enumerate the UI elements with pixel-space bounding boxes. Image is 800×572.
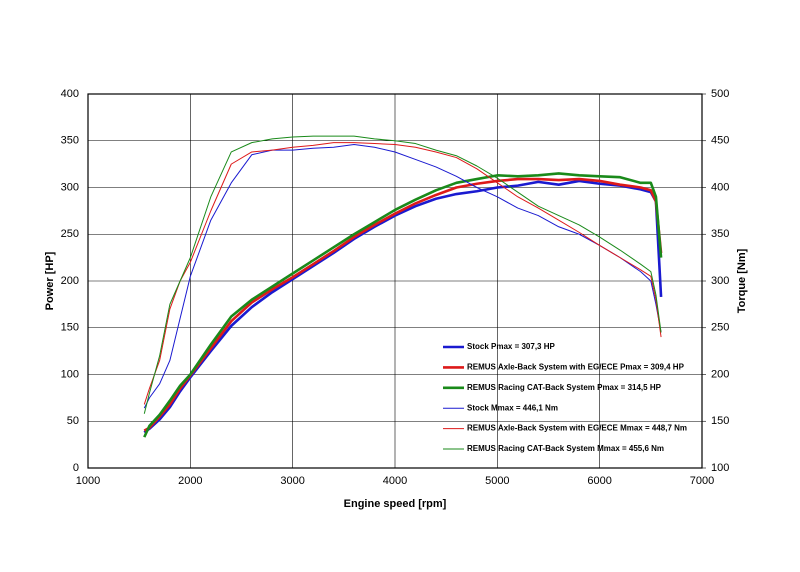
y2-tick-label: 300: [711, 275, 729, 287]
y-tick-label: 350: [61, 135, 79, 147]
x-axis-label: Engine speed [rpm]: [344, 498, 447, 510]
x-tick-label: 4000: [383, 475, 407, 487]
y2-tick-label: 200: [711, 368, 729, 380]
y2-tick-label: 350: [711, 228, 729, 240]
y2-tick-label: 500: [711, 88, 729, 100]
y2-tick-label: 100: [711, 462, 729, 474]
legend-label: REMUS Axle-Back System with EG/ECE Pmax …: [467, 363, 685, 372]
y-tick-label: 300: [61, 181, 79, 193]
y-tick-label: 50: [67, 415, 79, 427]
series-line: [143, 177, 663, 432]
legend-label: REMUS Racing CAT-Back System Pmax = 314,…: [467, 383, 662, 392]
x-tick-label: 7000: [690, 475, 714, 487]
y-tick-label: 250: [61, 228, 79, 240]
y2-tick-label: 450: [711, 135, 729, 147]
y-tick-label: 200: [61, 275, 79, 287]
series-line: [143, 179, 663, 434]
y2-tick-label: 400: [711, 181, 729, 193]
legend-label: Stock Mmax = 446,1 Nm: [467, 403, 558, 412]
x-tick-label: 1000: [76, 475, 100, 487]
x-tick-label: 5000: [485, 475, 509, 487]
legend-label: REMUS Axle-Back System with EG/ECE Mmax …: [467, 424, 687, 433]
y-tick-label: 400: [61, 88, 79, 100]
y2-tick-label: 250: [711, 322, 729, 334]
y2-axis-label: Torque [Nm]: [736, 248, 748, 313]
plot-frame: [87, 93, 703, 469]
y-tick-label: 0: [73, 462, 79, 474]
x-tick-label: 3000: [280, 475, 304, 487]
legend-label: Stock Pmax = 307,3 HP: [467, 342, 555, 351]
y-axis-label: Power [HP]: [44, 251, 56, 310]
series-line: [143, 135, 662, 414]
y2-tick-label: 150: [711, 415, 729, 427]
y-tick-label: 150: [61, 322, 79, 334]
y-tick-label: 100: [61, 368, 79, 380]
legend-label: REMUS Racing CAT-Back System Mmax = 455,…: [467, 444, 664, 453]
x-tick-label: 6000: [587, 475, 611, 487]
x-tick-label: 2000: [178, 475, 202, 487]
series-line: [143, 142, 662, 405]
series-line: [143, 172, 663, 438]
